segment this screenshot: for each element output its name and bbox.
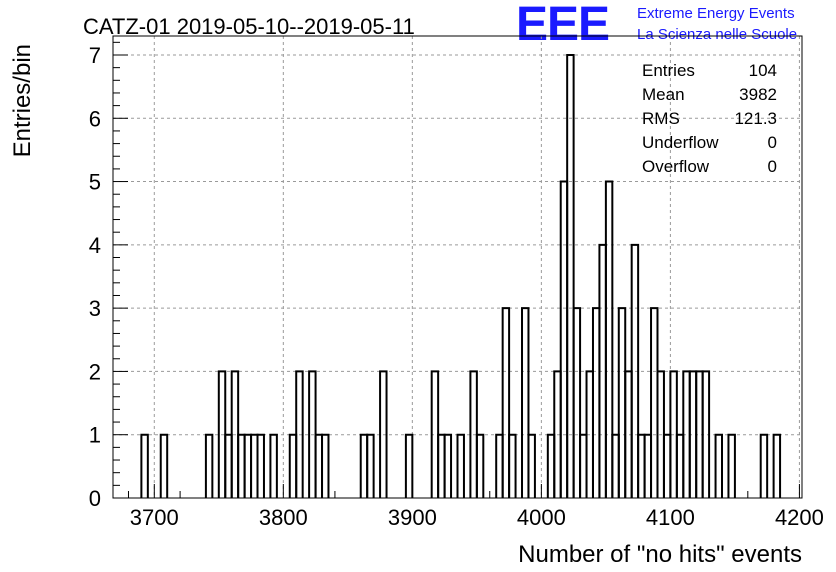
logo-line-2: La Scienza nelle Scuole [637, 26, 797, 43]
y-tick-label: 6 [89, 106, 101, 131]
histogram-bin [727, 433, 736, 498]
stat-label: RMS [642, 109, 680, 128]
logo-mark: EEE [516, 0, 609, 51]
y-tick-label: 3 [89, 296, 101, 321]
x-tick-label: 4000 [517, 505, 566, 530]
y-axis-title: Entries/bin [9, 44, 36, 157]
histogram-bin [572, 307, 582, 498]
histogram-bin [256, 433, 265, 498]
plot-frame [112, 35, 803, 499]
histogram-bin [295, 370, 304, 498]
histogram-bin [759, 433, 769, 498]
histogram-bin [404, 433, 414, 498]
histogram-bin [321, 433, 330, 498]
histogram-bin [140, 433, 149, 498]
histogram-bin [204, 433, 214, 498]
y-tick-labels: 0 1 2 3 4 5 6 7 [89, 43, 101, 511]
x-tick-label: 3700 [130, 505, 179, 530]
stat-label: Underflow [642, 133, 719, 152]
y-tick-label: 0 [89, 486, 101, 511]
stat-label: Entries [642, 61, 695, 80]
histogram-bin [475, 433, 485, 498]
x-tick-label: 3800 [259, 505, 308, 530]
logo-line-1: Extreme Energy Events [637, 5, 795, 22]
histogram-bin [379, 370, 388, 498]
y-tick-label: 5 [89, 170, 101, 195]
x-axis-title: Number of "no hits" events [518, 541, 802, 568]
stat-value: 3982 [739, 85, 777, 104]
stat-label: Overflow [642, 157, 710, 176]
y-tick-label: 7 [89, 43, 101, 68]
y-tick-label: 4 [89, 233, 101, 258]
histogram-bin [521, 307, 530, 498]
histogram-bin [456, 433, 465, 498]
y-tick-label: 1 [89, 423, 101, 448]
histogram-bin [501, 307, 511, 498]
stat-value: 104 [749, 61, 777, 80]
histogram-bin [604, 180, 614, 498]
histogram-bin [508, 433, 517, 498]
axis-ticks [113, 41, 800, 499]
stat-value: 121.3 [734, 109, 777, 128]
x-tick-label: 4100 [646, 505, 695, 530]
histogram-bin [630, 243, 640, 498]
stat-label: Mean [642, 85, 685, 104]
grid-lines [113, 36, 802, 498]
histogram-bin [269, 433, 278, 498]
histogram-bin [366, 433, 375, 498]
stats-box: Entries 104 Mean 3982 RMS 121.3 Underflow 0 Over… [642, 61, 777, 176]
histogram-bin [772, 433, 782, 498]
histogram-bin [566, 53, 575, 498]
histogram-bars [140, 53, 782, 498]
histogram-bin [701, 370, 711, 498]
x-tick-labels: 3700 3800 3900 4000 4100 4200 [130, 505, 824, 530]
chart-title: CATZ-01 2019-05-10--2019-05-11 [83, 14, 415, 39]
stat-value: 0 [768, 157, 777, 176]
eee-logo: EEE Extreme Energy Events La Scienza nel… [516, 0, 797, 51]
x-tick-label: 4200 [775, 505, 824, 530]
histogram-bin [527, 433, 536, 498]
x-tick-label: 3900 [388, 505, 437, 530]
histogram-bin [714, 433, 724, 498]
histogram-bin [159, 433, 169, 498]
histogram-bin [443, 433, 453, 498]
stat-value: 0 [768, 133, 777, 152]
y-tick-label: 2 [89, 359, 101, 384]
